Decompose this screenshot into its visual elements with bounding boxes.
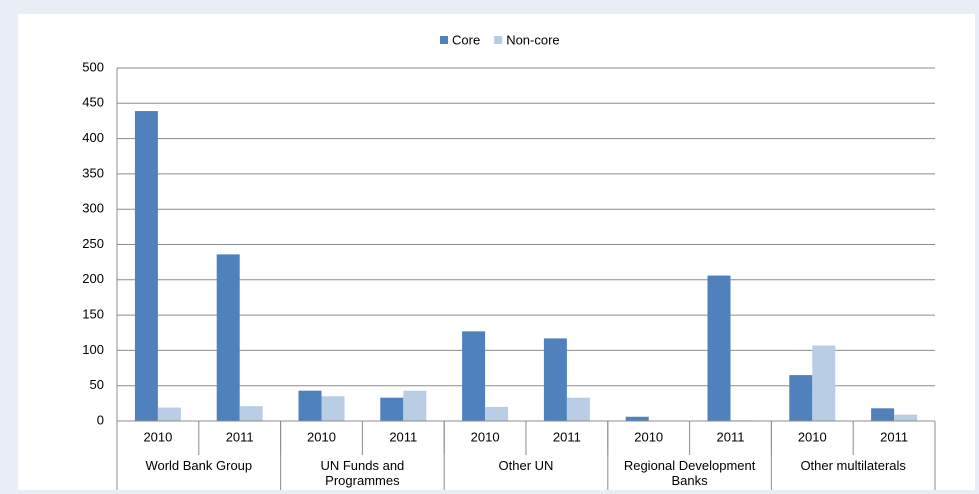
x-tick-label: 2010 — [307, 429, 336, 444]
bar — [157, 407, 181, 421]
bar — [625, 416, 649, 421]
legend-swatch — [440, 36, 448, 44]
group-label: World Bank Group — [145, 458, 253, 473]
bar — [321, 396, 345, 421]
bar — [239, 406, 263, 421]
bar — [894, 414, 918, 421]
bar — [403, 390, 427, 421]
legend-swatch — [494, 36, 503, 44]
y-tick-label: 200 — [82, 271, 104, 286]
y-tick-label: 450 — [82, 95, 104, 110]
x-tick-label: 2010 — [798, 429, 827, 444]
legend-label: Core — [452, 32, 480, 47]
y-tick-label: 50 — [90, 377, 104, 392]
x-tick-label: 2011 — [226, 429, 254, 444]
group-label: UN Funds and Programmes — [320, 458, 405, 488]
bar — [134, 111, 158, 421]
bar — [566, 397, 590, 421]
group-label: Other UN — [498, 458, 554, 473]
x-tick-label: 2010 — [634, 429, 663, 444]
y-tick-label: 500 — [82, 59, 104, 74]
bar — [380, 397, 404, 421]
bar — [707, 275, 731, 421]
y-tick-label: 300 — [82, 201, 104, 216]
x-tick-label: 2011 — [553, 429, 581, 444]
bar — [298, 390, 322, 421]
x-tick-label: 2010 — [143, 429, 172, 444]
group-label: Other multilaterals — [800, 458, 906, 473]
bar — [543, 338, 567, 421]
y-tick-label: 0 — [97, 412, 104, 427]
y-tick-label: 100 — [82, 342, 104, 357]
bar — [216, 254, 240, 421]
bar — [462, 331, 486, 421]
y-tick-label: 150 — [82, 307, 104, 322]
y-tick-label: 250 — [82, 236, 104, 251]
group-label: Regional Development Banks — [623, 458, 756, 488]
bar — [485, 406, 509, 421]
bar — [812, 345, 836, 421]
x-tick-label: 2011 — [717, 429, 745, 444]
y-tick-label: 350 — [82, 165, 104, 180]
bar — [789, 375, 813, 421]
x-tick-label: 2011 — [389, 429, 417, 444]
legend-label: Non-core — [506, 32, 559, 47]
x-tick-label: 2010 — [471, 429, 500, 444]
x-tick-label: 2011 — [880, 429, 908, 444]
y-tick-label: 400 — [82, 130, 104, 145]
bar — [871, 408, 895, 421]
